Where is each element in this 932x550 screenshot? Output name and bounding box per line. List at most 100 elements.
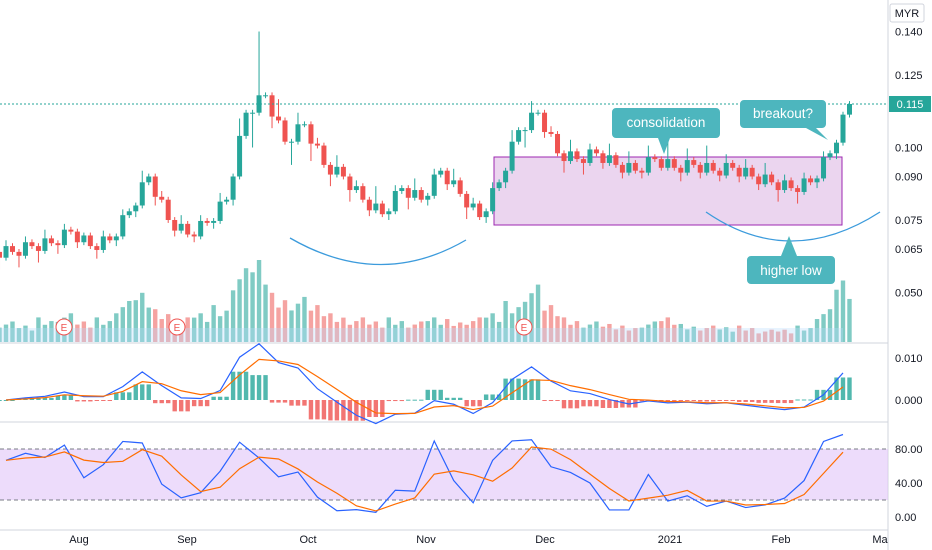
volume-bar [367, 324, 372, 342]
volume-bar [256, 260, 262, 342]
stochastic-band [0, 449, 888, 500]
consolidation-label: consolidation [627, 115, 706, 130]
volume-bar [29, 330, 35, 342]
macd-histogram-bar [341, 400, 346, 421]
macd-histogram-bar [756, 400, 761, 403]
volume-bar [133, 300, 138, 342]
macd-histogram-bar [153, 400, 158, 404]
macd-histogram-bar [542, 400, 547, 402]
volume-bar [425, 321, 430, 342]
macd-histogram-bar [425, 389, 430, 400]
macd-histogram-bar [535, 379, 541, 400]
macd-histogram-bar [639, 400, 645, 402]
volume-bar [412, 324, 417, 342]
candle-body [146, 176, 152, 183]
macd-histogram-bar [847, 377, 852, 400]
volume-bar [328, 313, 333, 342]
volume-bar [749, 328, 755, 342]
candle-body [198, 220, 204, 237]
macd-histogram-bar [419, 399, 424, 401]
macd-histogram-bar [204, 400, 210, 407]
stochastic-k-line [5, 433, 844, 514]
volume-bar [827, 309, 833, 342]
candle-body [379, 203, 385, 215]
volume-bar [483, 317, 489, 342]
candle-body [438, 170, 444, 175]
candle-body [217, 201, 223, 221]
macd-histogram-bar [211, 396, 216, 400]
earnings-marker-label: E [521, 323, 528, 334]
candle-body [658, 159, 664, 168]
candle-body [61, 229, 67, 246]
volume-bar [204, 321, 210, 342]
volume-bar [445, 319, 450, 342]
macd-histogram-bar [178, 400, 184, 412]
volume-bar [782, 329, 787, 342]
volume-bar [75, 324, 80, 342]
macd-histogram-bar [840, 377, 846, 400]
macd-histogram-bar [354, 400, 359, 421]
volume-bar [659, 321, 664, 342]
stochastic-tick-label: 40.00 [895, 478, 923, 490]
candle-body [68, 229, 74, 232]
volume-bar [438, 324, 443, 342]
time-axis[interactable]: Aug Sep Oct Nov Dec 2021 Feb Ma [69, 534, 888, 546]
macd-histogram-bar [406, 399, 411, 401]
volume-bar [788, 333, 794, 342]
volume-bar [691, 326, 696, 342]
macd-axis: 0.010 0.000 [895, 353, 923, 407]
candle-body [846, 104, 852, 115]
candle-body [133, 205, 139, 212]
candle-body [295, 124, 301, 142]
volume-bar [568, 324, 573, 342]
volume-bar [127, 301, 132, 342]
volume-bar [399, 321, 404, 342]
candle-body [671, 159, 677, 168]
volume-bar [315, 305, 320, 342]
macd-histogram-bar [561, 400, 567, 409]
signal-line [5, 358, 844, 415]
macd-histogram-bar [496, 394, 502, 400]
candle-body [567, 151, 573, 162]
candle-body [723, 162, 729, 176]
candle-body [535, 112, 541, 114]
time-tick-label: Oct [299, 534, 316, 546]
price-axis[interactable]: 0.140 0.125 0.115 0.100 0.090 0.075 0.065 0.050 [895, 27, 923, 300]
macd-histogram-bar [237, 371, 242, 400]
candle-body [230, 176, 236, 200]
volume-bar [393, 324, 398, 342]
volume-bar [665, 317, 671, 342]
macd-histogram-bar [224, 396, 229, 400]
candle-body [548, 132, 554, 134]
macd-histogram-bar [827, 389, 833, 400]
volume-bar [347, 324, 353, 342]
last-price-badge: 0.115 [889, 96, 931, 112]
macd-histogram-bar [620, 400, 625, 408]
volume-bar [756, 333, 761, 342]
macd-histogram-bar [775, 400, 781, 404]
volume-bar [146, 307, 151, 342]
macd-histogram-bar [685, 400, 690, 401]
volume-bar [620, 325, 625, 342]
candle-body [821, 157, 827, 179]
volume-bar [185, 317, 190, 342]
candle-body [457, 180, 463, 194]
macd-histogram-bar [490, 394, 495, 400]
macd-histogram-bar [736, 400, 742, 402]
macd-histogram-bar [574, 400, 580, 409]
candle-body [684, 160, 690, 173]
volume-bar [736, 325, 742, 342]
volume-bar [10, 321, 15, 342]
macd-histogram-bar [101, 400, 106, 401]
candle-body [762, 174, 768, 185]
volume-bar [685, 329, 690, 342]
time-tick-label: Dec [535, 534, 555, 546]
candle-body [276, 116, 282, 121]
candle-body [139, 182, 145, 206]
volume-bar [477, 317, 482, 342]
macd-histogram-bar [704, 400, 709, 402]
volume-bar [140, 292, 145, 342]
volume-bar [503, 301, 508, 342]
candle-body [412, 190, 418, 198]
